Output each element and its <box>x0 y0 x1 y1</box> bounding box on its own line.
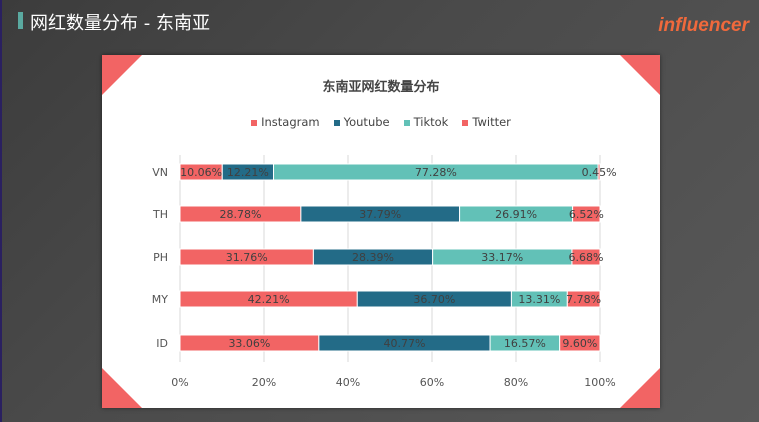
legend-swatch <box>251 119 258 126</box>
chart-title: 东南亚网红数量分布 <box>322 80 440 95</box>
legend-label: Youtube <box>343 115 390 129</box>
x-tick-label: 80% <box>504 376 528 389</box>
data-label: 28.78% <box>219 208 261 221</box>
data-label: 26.91% <box>495 208 537 221</box>
legend-label: Instagram <box>261 115 320 129</box>
legend-item: Instagram <box>251 115 320 129</box>
corner-decoration <box>102 55 142 95</box>
y-tick-label: ID <box>156 337 168 350</box>
legend-item: Youtube <box>333 115 390 129</box>
bar-segment <box>597 163 601 181</box>
data-label: 9.60% <box>562 337 597 350</box>
data-label: 42.21% <box>248 293 290 306</box>
data-label: 0.45% <box>582 166 617 179</box>
legend-swatch <box>403 119 410 126</box>
data-label: 40.77% <box>383 337 425 350</box>
corner-decoration <box>620 55 660 95</box>
data-label: 13.31% <box>518 293 560 306</box>
x-tick-label: 60% <box>420 376 444 389</box>
data-label: 36.70% <box>413 293 455 306</box>
legend-label: Twitter <box>472 115 511 129</box>
title-accent <box>18 12 23 29</box>
legend: Instagram Youtube Tiktok Twitter <box>102 115 660 129</box>
page-title: 网红数量分布 - 东南亚 <box>30 13 210 34</box>
data-label: 37.79% <box>359 208 401 221</box>
corner-decoration <box>620 368 660 408</box>
legend-swatch <box>333 119 340 126</box>
y-tick-label: VN <box>152 166 168 179</box>
data-label: 33.17% <box>481 251 523 264</box>
legend-label: Tiktok <box>413 115 449 129</box>
x-tick-label: 40% <box>336 376 360 389</box>
data-label: 16.57% <box>504 337 546 350</box>
y-tick-label: MY <box>152 293 168 306</box>
data-label: 12.21% <box>227 166 269 179</box>
legend-swatch <box>462 119 469 126</box>
data-label: 6.52% <box>569 208 604 221</box>
corner-decoration <box>102 368 142 408</box>
bar-segment <box>566 290 601 308</box>
bar-segment <box>572 205 601 223</box>
data-label: 33.06% <box>228 337 270 350</box>
data-label: 31.76% <box>226 251 268 264</box>
x-tick-label: 0% <box>171 376 188 389</box>
window-edge <box>0 0 2 422</box>
y-tick-label: PH <box>153 251 168 264</box>
data-label: 28.39% <box>352 251 394 264</box>
logo: influencer <box>658 15 749 36</box>
x-tick-label: 20% <box>252 376 276 389</box>
data-label: 6.68% <box>568 251 603 264</box>
data-label: 77.28% <box>415 166 457 179</box>
data-label: 10.06% <box>180 166 222 179</box>
x-tick-label: 100% <box>584 376 615 389</box>
y-tick-label: TH <box>152 208 168 221</box>
bar-segment <box>559 334 601 352</box>
legend-item: Twitter <box>462 115 511 129</box>
legend-item: Tiktok <box>403 115 449 129</box>
bar-segment <box>571 248 601 266</box>
data-label: 7.78% <box>566 293 601 306</box>
